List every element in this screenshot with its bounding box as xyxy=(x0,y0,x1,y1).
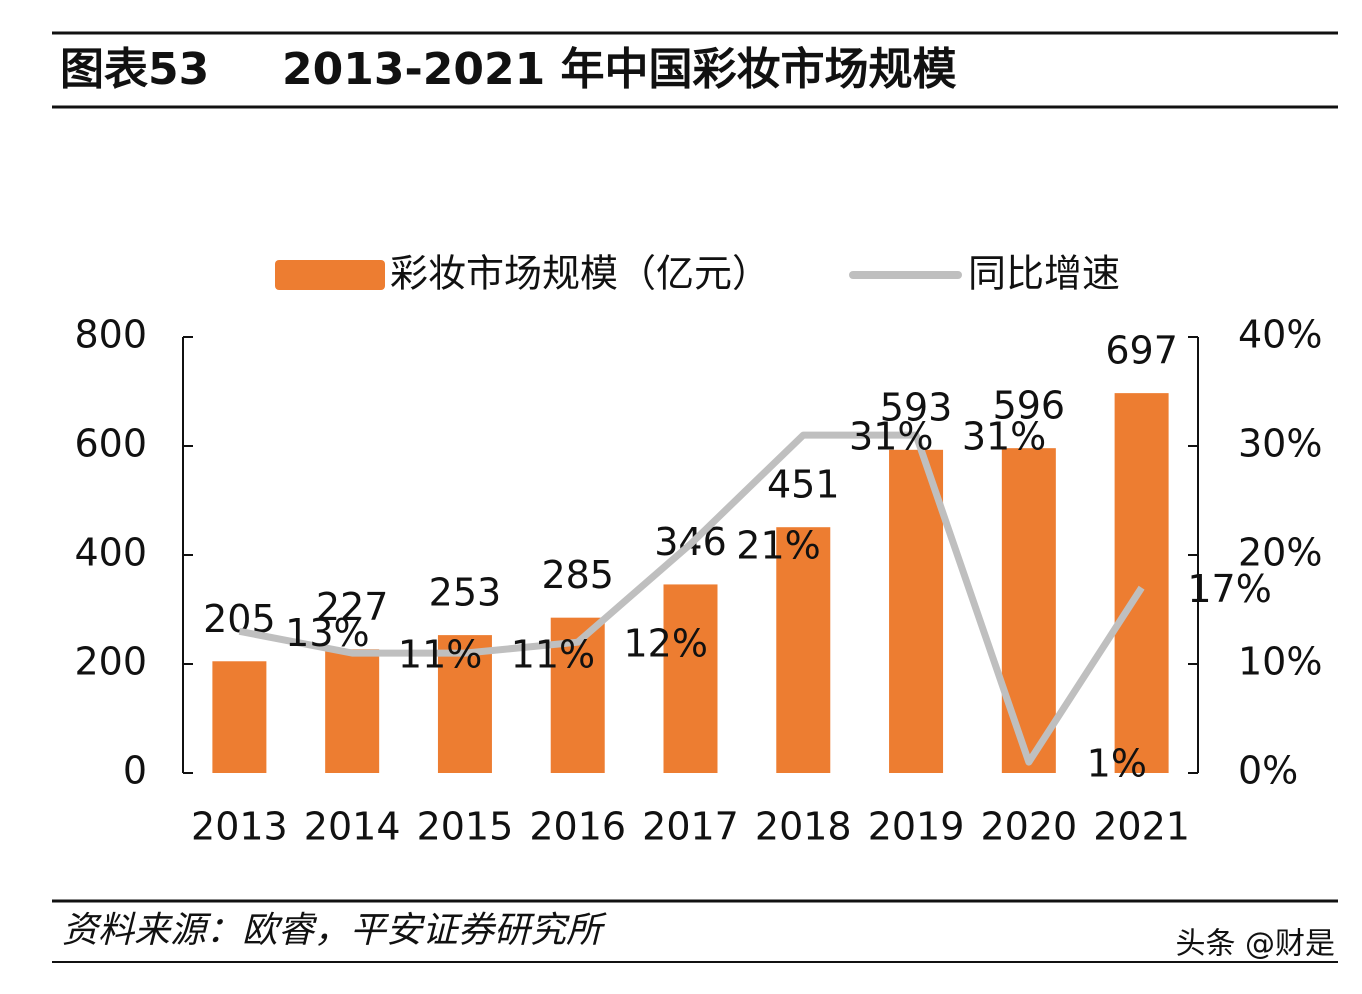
line xyxy=(238,431,1145,766)
legend-label: 彩妆市场规模（亿元） xyxy=(390,252,770,296)
bar xyxy=(437,635,492,773)
bar-value-label: 451 xyxy=(767,463,840,507)
x-tick-label: 2013 xyxy=(191,805,288,849)
bar-value-label: 253 xyxy=(429,571,502,615)
bar xyxy=(1001,448,1056,773)
bar xyxy=(776,527,831,773)
y-tick-label: 200 xyxy=(74,640,147,684)
line-value-label: 17% xyxy=(1187,567,1271,611)
x-tick-label: 2017 xyxy=(642,805,739,849)
bar xyxy=(889,449,944,773)
y-tick-label: 400 xyxy=(74,531,147,575)
source: 资料来源：欧睿，平安证券研究所 xyxy=(62,910,607,951)
y2-tick-label: 20% xyxy=(1238,531,1322,575)
bar-value-label: 697 xyxy=(1105,329,1178,373)
line-value-label: 31% xyxy=(962,415,1046,459)
y2-tick-label: 10% xyxy=(1238,640,1322,684)
x-tick-label: 2014 xyxy=(304,805,401,849)
bar-value-label: 227 xyxy=(316,585,389,629)
x-tick-label: 2018 xyxy=(755,805,852,849)
y-tick-label: 0 xyxy=(123,749,147,793)
line-value-label: 1% xyxy=(1087,742,1147,786)
line-value-label: 13% xyxy=(285,611,369,655)
bar xyxy=(325,649,380,773)
x-tick-label: 2015 xyxy=(417,805,514,849)
bar xyxy=(1114,393,1169,773)
x-tick-label: 2019 xyxy=(868,805,965,849)
watermark: 头条 @财是 xyxy=(1175,927,1335,962)
line-value-label: 31% xyxy=(849,415,933,459)
y-tick-label: 600 xyxy=(74,422,147,466)
legend-label: 同比增速 xyxy=(968,252,1120,296)
bar-value-label: 593 xyxy=(880,385,953,429)
bar xyxy=(663,584,718,773)
bar-value-label: 596 xyxy=(993,384,1066,428)
bar xyxy=(212,661,267,773)
figure-number: 图表53 xyxy=(60,44,209,95)
bar-value-label: 285 xyxy=(541,553,614,597)
y2-tick-label: 40% xyxy=(1238,313,1322,357)
y2-tick-label: 0% xyxy=(1238,749,1298,793)
line-value-label: 12% xyxy=(623,622,707,666)
chart-title: 2013-2021 年中国彩妆市场规模 xyxy=(282,44,957,95)
y-tick-label: 800 xyxy=(74,313,147,357)
line-value-label: 11% xyxy=(511,633,595,677)
x-tick-label: 2020 xyxy=(980,805,1077,849)
line-value-label: 21% xyxy=(736,524,820,568)
legend-swatch xyxy=(275,260,385,290)
x-tick-label: 2016 xyxy=(529,805,626,849)
line-value-label: 11% xyxy=(398,633,482,677)
x-tick-label: 2021 xyxy=(1093,805,1190,849)
y2-tick-label: 30% xyxy=(1238,422,1322,466)
